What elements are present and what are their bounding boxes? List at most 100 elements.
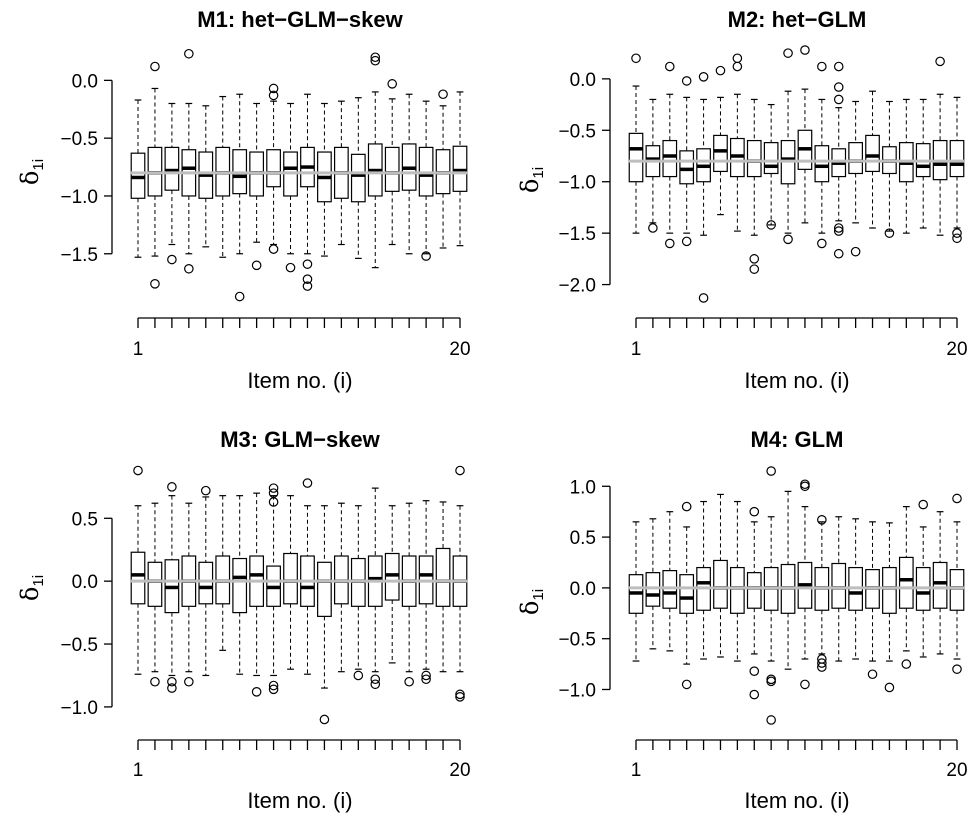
y-axis-label: δ1i [516, 589, 547, 615]
y-tick-label: −1.5 [558, 224, 596, 245]
outlier-point [302, 274, 313, 284]
box [645, 572, 661, 607]
y-axis-label: δ1i [16, 575, 47, 601]
box-item-5 [198, 105, 214, 248]
box [662, 139, 678, 178]
outlier-point [817, 61, 827, 72]
outlier-point [150, 61, 160, 72]
outlier-point [387, 79, 398, 89]
plot-area: 0.0 −0.5 −1.0 −1.5 −2.0 [558, 45, 965, 328]
y-tick-label: −0.5 [60, 635, 98, 656]
plot-area: 0.0 −0.5 −1.0 −1.5 [60, 48, 468, 328]
outlier-point [133, 465, 143, 476]
y-tick-label: 0.5 [570, 528, 596, 549]
box-item-12 [317, 102, 332, 257]
box [384, 146, 400, 192]
outlier-point [715, 65, 726, 76]
outlier-point [167, 254, 177, 265]
x-tick-label-1: 1 [133, 339, 144, 360]
outlier-point [268, 90, 279, 101]
box [949, 139, 965, 178]
outlier-point [421, 674, 431, 685]
y-axis-label-subscript: 1i [30, 159, 47, 171]
outlier-point [901, 659, 912, 669]
outlier-point [319, 714, 330, 725]
x-tick-label-20: 20 [946, 760, 967, 781]
box [435, 547, 451, 607]
box [198, 561, 214, 605]
outlier-point [370, 679, 381, 690]
box-item-1 [130, 99, 146, 258]
outlier-point [833, 61, 844, 72]
outlier-point [681, 501, 692, 512]
box [746, 139, 762, 178]
y-tick-label: 1.0 [570, 477, 596, 498]
outlier-point [800, 679, 810, 690]
outlier-point [302, 259, 313, 269]
outlier-point [817, 658, 827, 668]
box-item-11 [797, 45, 813, 224]
box [865, 134, 880, 173]
box [730, 566, 745, 614]
outlier-point [302, 478, 313, 488]
box [283, 552, 298, 605]
outlier-point [681, 76, 692, 86]
box-item-11 [300, 93, 315, 291]
plot-area: 0.5 0.0 −0.5 −1.0 [60, 465, 468, 750]
outlier-point [167, 676, 177, 687]
outlier-point [150, 279, 160, 289]
outlier-point [833, 94, 844, 105]
outlier-point [404, 676, 414, 687]
y-axis-label-subscript: 1i [530, 589, 547, 601]
x-tick-label-1: 1 [631, 760, 642, 781]
box [384, 552, 400, 601]
box-item-5 [198, 485, 214, 677]
box [848, 142, 863, 175]
y-tick-label: 0.0 [72, 71, 98, 92]
outlier-point [184, 48, 194, 59]
outlier-point [850, 246, 861, 257]
box-item-9 [266, 83, 281, 254]
outlier-point [268, 244, 279, 254]
outlier-point [268, 83, 279, 94]
outlier-point [783, 48, 793, 58]
outlier-point [664, 61, 675, 72]
outlier-point [833, 248, 844, 259]
box [949, 568, 965, 611]
y-tick-label: −1.0 [558, 680, 596, 701]
outlier-point [749, 506, 760, 517]
outlier-point [234, 291, 245, 302]
box [763, 142, 779, 175]
box [814, 145, 830, 183]
panel-m3: M3: GLM−skew Item no. (i) 1 20 δ1i 0.50.… [16, 427, 471, 813]
outlier-point [698, 293, 709, 303]
box-item-3 [662, 61, 678, 249]
outlier-point [935, 56, 945, 67]
box-item-1 [628, 53, 644, 234]
outlier-point [167, 482, 177, 492]
outlier-point [302, 281, 313, 291]
box-item-1 [628, 521, 644, 662]
box-item-7 [232, 495, 248, 675]
outlier-point [918, 499, 929, 510]
y-tick-label: 0.0 [72, 572, 98, 593]
box [130, 551, 146, 605]
y-axis-label: δ1i [16, 159, 47, 185]
outlier-point [817, 662, 827, 672]
outlier-point [648, 223, 658, 233]
panel-m1: M1: het−GLM−skew Item no. (i) 1 20 δ1i 0… [16, 7, 471, 393]
box-item-5 [696, 72, 711, 303]
outlier-point [664, 238, 675, 249]
box [831, 562, 847, 609]
outlier-point [833, 82, 844, 92]
outlier-point [200, 485, 211, 496]
y-axis-label-subscript: 1i [530, 167, 547, 179]
box [628, 132, 644, 183]
panel-m4: M4: GLM Item no. (i) 1 20 δ1i 1.0 0.5 0.0 −… [516, 427, 968, 813]
box [232, 557, 248, 614]
box-item-12 [317, 505, 332, 725]
box-item-14 [350, 97, 366, 259]
outlier-point [167, 683, 177, 693]
outlier-point [421, 670, 431, 681]
